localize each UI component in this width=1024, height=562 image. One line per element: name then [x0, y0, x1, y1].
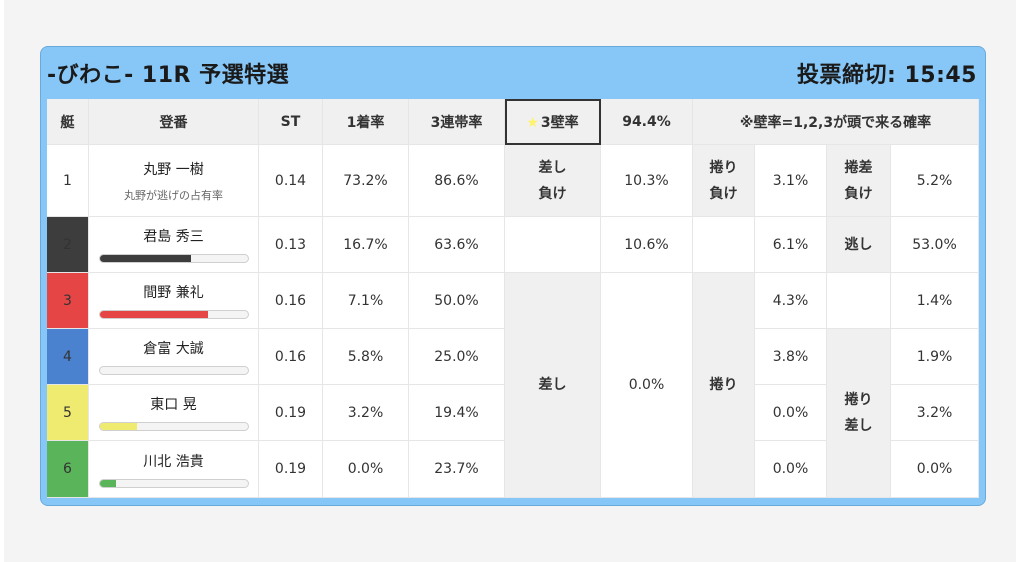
col-register: 登番 [89, 99, 259, 145]
trio-rate-value: 63.6% [409, 217, 505, 273]
col-boat: 艇 [47, 99, 89, 145]
pattern-nige: 逃し [827, 217, 891, 273]
pattern-makuri: 捲り [693, 273, 755, 498]
racer-name: 倉富 大誠 [143, 341, 204, 357]
table-row: 3 間野 兼礼 0.16 7.1% 50.0% 差し 0.0% 捲り 4.3% … [47, 273, 980, 498]
first-rate-value: 3.2% [323, 385, 409, 441]
nige-rate: 53.0% [891, 217, 980, 273]
pattern-blank [827, 273, 891, 329]
nige-share-caption: 丸野が逃げの占有率 [124, 188, 223, 202]
racer-cell: 間野 兼礼 [89, 273, 259, 329]
racer-name: 丸野 一樹 [143, 161, 204, 178]
table-row: 6 川北 浩貴 0.19 0.0% 23.7% 0.0% 0.0% [47, 441, 980, 498]
racer-cell: 東口 晃 [89, 385, 259, 441]
racer-rate-bar-fill [99, 479, 116, 487]
boat-number: 6 [47, 441, 89, 498]
wall-rate-value: 94.4% [601, 99, 693, 145]
st-value: 0.14 [259, 145, 323, 217]
makuri-rate: 6.1% [755, 217, 827, 273]
makurisashi-rate: 3.2% [891, 385, 980, 441]
trio-rate-value: 25.0% [409, 329, 505, 385]
pattern-sashi: 差し [505, 273, 601, 498]
makurisashi-rate: 1.4% [891, 273, 980, 329]
boat-number: 5 [47, 385, 89, 441]
boat-number: 2 [47, 217, 89, 273]
star-icon: ★ [526, 114, 539, 131]
vote-deadline: 投票締切: 15:45 [797, 63, 977, 88]
makurisashi-make-rate: 5.2% [891, 145, 980, 217]
table-row: 4 倉富 大誠 0.16 5.8% 25.0% 3.8% 捲り 差し 1.9% [47, 329, 980, 498]
st-value: 0.19 [259, 385, 323, 441]
racer-rate-bar-fill [99, 255, 192, 262]
racer-name: 間野 兼礼 [143, 285, 204, 301]
first-rate-value: 0.0% [323, 441, 409, 498]
pattern-blank [693, 217, 755, 273]
pattern-sashi-make: 差し 負け [505, 145, 601, 217]
pattern-makurisashi: 捲り 差し [827, 329, 891, 498]
racer-rate-bar [98, 254, 249, 263]
st-value: 0.19 [259, 441, 323, 498]
st-value: 0.13 [259, 217, 323, 273]
race-header: -びわこ- 11R 予選特選 投票締切: 15:45 [41, 47, 985, 99]
pattern-blank [505, 217, 601, 273]
racer-cell: 君島 秀三 [89, 217, 259, 273]
first-rate-value: 5.8% [323, 329, 409, 385]
racer-rate-bar-fill [99, 311, 208, 318]
racer-rate-bar [98, 310, 249, 319]
trio-rate-value: 50.0% [409, 273, 505, 329]
col-st: ST [259, 99, 323, 145]
col-first-rate: 1着率 [323, 99, 409, 145]
makurisashi-rate: 0.0% [891, 441, 980, 498]
makuri-rate: 3.8% [755, 329, 827, 385]
racer-rate-bar [98, 366, 249, 375]
makurisashi-rate: 1.9% [891, 329, 980, 385]
table-header-row: 艇 登番 ST 1着率 3連帯率 ★ 3壁率 94.4% ※壁率=1,2,3が頭で… [47, 99, 980, 145]
first-rate-value: 73.2% [323, 145, 409, 217]
racer-table: 艇 登番 ST 1着率 3連帯率 ★ 3壁率 94.4% ※壁率=1,2,3が頭で… [47, 99, 980, 498]
trio-rate-value: 23.7% [409, 441, 505, 498]
sashi-rate: 10.6% [601, 217, 693, 273]
boat-number: 1 [47, 145, 89, 217]
makuri-rate: 0.0% [755, 385, 827, 441]
racer-cell: 川北 浩貴 [89, 441, 259, 498]
makuri-rate: 4.3% [755, 273, 827, 329]
racer-name: 東口 晃 [150, 397, 197, 413]
sashi-make-rate: 10.3% [601, 145, 693, 217]
table-row: 5 東口 晃 0.19 3.2% 19.4% 0.0% 3.2% [47, 385, 980, 441]
race-card: -びわこ- 11R 予選特選 投票締切: 15:45 艇 登番 ST 1着率 3… [40, 46, 986, 506]
pattern-makuri-make: 捲り 負け [693, 145, 755, 217]
racer-rate-bar [98, 422, 249, 431]
first-rate-value: 16.7% [323, 217, 409, 273]
makuri-make-rate: 3.1% [755, 145, 827, 217]
racer-cell: 倉富 大誠 [89, 329, 259, 385]
pattern-makurisashi-make: 捲差 負け [827, 145, 891, 217]
race-title: -びわこ- 11R 予選特選 [47, 63, 290, 88]
col-wall-rate: ★ 3壁率 [505, 99, 601, 145]
trio-rate-value: 19.4% [409, 385, 505, 441]
wall-rate-label: 3壁率 [540, 114, 579, 131]
racer-name: 君島 秀三 [143, 229, 204, 245]
sashi-rate: 0.0% [601, 273, 693, 498]
table-row: 1 丸野 一樹 丸野が逃げの占有率 0.14 73.2% 86.6% 差し 負け… [47, 145, 980, 217]
racer-rate-bar [98, 478, 249, 488]
st-value: 0.16 [259, 273, 323, 329]
wall-rate-note: ※壁率=1,2,3が頭で来る確率 [693, 99, 980, 145]
first-rate-value: 7.1% [323, 273, 409, 329]
table-row: 2 君島 秀三 0.13 16.7% 63.6% 10.6% 6.1% 逃し 5… [47, 217, 980, 273]
trio-rate-value: 86.6% [409, 145, 505, 217]
racer-rate-bar-fill [99, 423, 137, 430]
col-trio-rate: 3連帯率 [409, 99, 505, 145]
racer-name: 川北 浩貴 [143, 453, 204, 470]
st-value: 0.16 [259, 329, 323, 385]
racer-cell: 丸野 一樹 丸野が逃げの占有率 [89, 145, 259, 217]
makuri-rate: 0.0% [755, 441, 827, 498]
boat-number: 4 [47, 329, 89, 385]
boat-number: 3 [47, 273, 89, 329]
